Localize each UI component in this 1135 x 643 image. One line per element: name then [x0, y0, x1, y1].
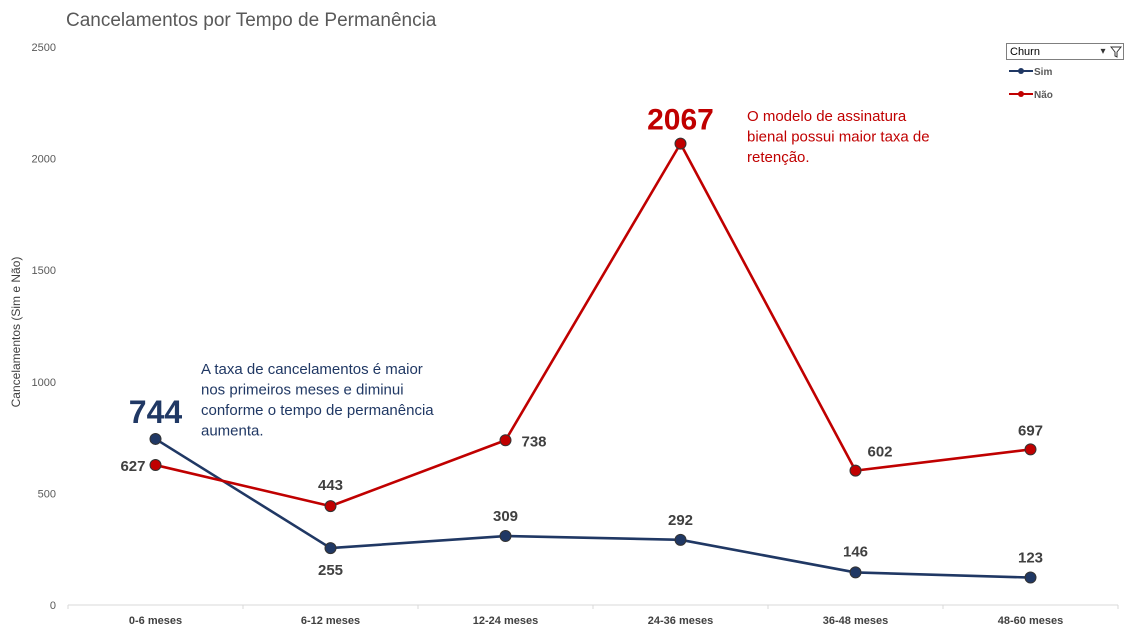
- data-point-sim[interactable]: [1024, 571, 1037, 584]
- data-label-nao: 443: [318, 477, 343, 494]
- filter-icon[interactable]: [1109, 45, 1123, 59]
- data-label-sim: 123: [1018, 550, 1043, 567]
- data-label-nao: 602: [868, 444, 893, 461]
- y-tick-label: 2000: [32, 154, 56, 166]
- data-point-nao[interactable]: [149, 459, 162, 472]
- legend-item-sim[interactable]: Sim: [1009, 67, 1052, 78]
- data-label-sim: 744: [129, 394, 183, 430]
- data-label-sim: 255: [318, 562, 343, 579]
- series-layer: [149, 137, 1037, 584]
- data-point-sim[interactable]: [149, 432, 162, 445]
- series-line-nao[interactable]: [155, 142, 1031, 508]
- data-label-nao: 697: [1018, 422, 1043, 439]
- data-point-sim[interactable]: [499, 530, 512, 543]
- churn-filter-label: Churn: [1010, 45, 1040, 58]
- y-axis-label: Cancelamentos (Sim e Não): [9, 257, 23, 408]
- data-point-nao[interactable]: [324, 500, 337, 513]
- data-point-nao[interactable]: [499, 434, 512, 447]
- data-point-nao[interactable]: [1024, 443, 1037, 456]
- annotation-line: O modelo de assinatura: [747, 108, 907, 125]
- legend: Sim Não: [1009, 67, 1053, 101]
- annotation-layer: A taxa de cancelamentos é maior nos prime…: [201, 108, 930, 440]
- series-line-sim[interactable]: [154, 437, 1031, 579]
- data-label-nao: 738: [522, 433, 547, 450]
- data-labels: 744 255 309 292 146 123 627 443 738 2067 602 697: [120, 104, 1043, 579]
- annotation-line: aumenta.: [201, 423, 264, 440]
- annotation-line: bienal possui maior taxa de: [747, 129, 930, 146]
- data-label-nao: 2067: [647, 104, 714, 137]
- x-tick-label: 24-36 meses: [648, 615, 713, 627]
- x-axis-ticks: 0-6 meses 6-12 meses 12-24 meses 24-36 mese…: [67, 605, 1119, 627]
- x-tick-label: 48-60 meses: [998, 615, 1063, 627]
- chevron-down-icon[interactable]: ▾: [1100, 46, 1106, 57]
- y-tick-label: 1000: [32, 377, 56, 389]
- legend-label-nao: Não: [1034, 90, 1053, 101]
- data-label-nao: 627: [120, 458, 145, 475]
- y-tick-label: 0: [50, 600, 56, 612]
- y-tick-label: 500: [38, 488, 56, 500]
- churn-filter-dropdown[interactable]: Churn ▾: [1006, 43, 1124, 60]
- chart-title: Cancelamentos por Tempo de Permanência: [66, 10, 437, 31]
- legend-label-sim: Sim: [1034, 67, 1052, 78]
- annotation-line: A taxa de cancelamentos é maior: [201, 361, 423, 378]
- data-point-sim[interactable]: [324, 542, 337, 555]
- x-tick-label: 6-12 meses: [301, 615, 360, 627]
- data-point-nao[interactable]: [849, 464, 862, 477]
- annotation-text: O modelo de assinatura bienal possui maio…: [747, 108, 930, 166]
- y-tick-label: 1500: [32, 265, 56, 277]
- data-label-sim: 292: [668, 512, 693, 529]
- data-point-sim[interactable]: [674, 533, 687, 546]
- data-point-sim[interactable]: [849, 566, 862, 579]
- data-label-sim: 309: [493, 508, 518, 525]
- annotation-line: nos primeiros meses e diminui: [201, 382, 404, 399]
- legend-item-nao[interactable]: Não: [1009, 90, 1053, 101]
- x-tick-label: 12-24 meses: [473, 615, 538, 627]
- data-label-sim: 146: [843, 543, 868, 560]
- y-axis-ticks: 0 500 1000 1500 2000 2500: [32, 42, 56, 612]
- annotation-line: conforme o tempo de permanência: [201, 402, 434, 419]
- annotation-line: retenção.: [747, 149, 810, 166]
- x-tick-label: 36-48 meses: [823, 615, 888, 627]
- data-point-nao[interactable]: [674, 137, 687, 150]
- y-tick-label: 2500: [32, 42, 56, 54]
- annotation-text: A taxa de cancelamentos é maior nos prime…: [201, 361, 434, 440]
- x-tick-label: 0-6 meses: [129, 615, 182, 627]
